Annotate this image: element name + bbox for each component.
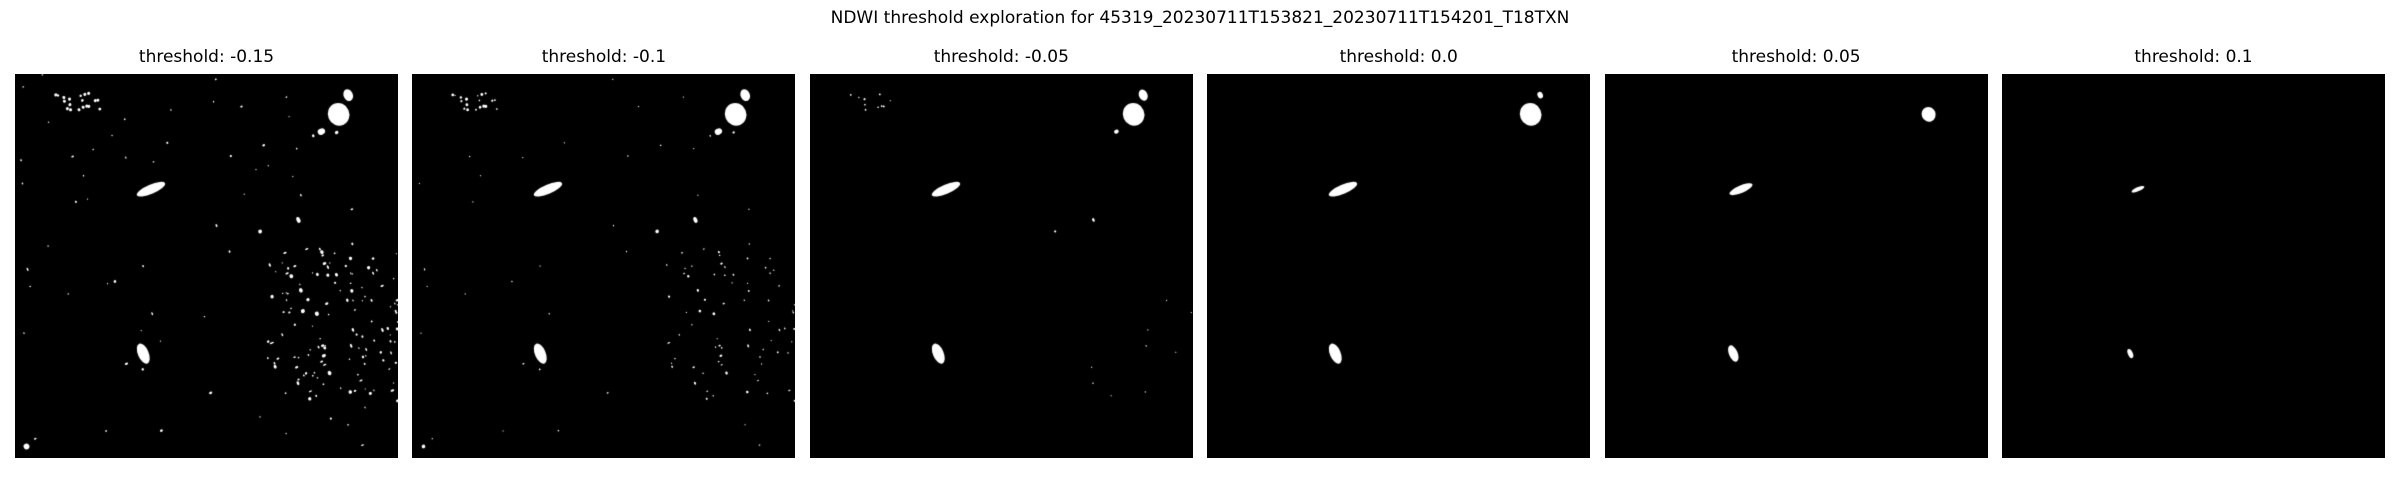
threshold-panel: threshold: -0.15 [15,47,398,458]
water-mask-image [1604,74,1988,458]
threshold-panel: threshold: -0.05 [809,47,1193,458]
water-mask-image [15,74,398,458]
water-mask-image [1207,74,1591,458]
threshold-panel: threshold: 0.05 [1604,47,1988,458]
threshold-panel: threshold: 0.0 [1207,47,1591,458]
panel-title: threshold: -0.15 [138,47,275,67]
water-mask-image [2002,74,2385,458]
panel-title: threshold: -0.1 [541,47,667,67]
water-mask-image [412,74,796,458]
water-mask-image [809,74,1193,458]
threshold-panel: threshold: -0.1 [412,47,796,458]
threshold-panel: threshold: 0.1 [2002,47,2385,458]
panel-title: threshold: 0.1 [2134,47,2253,67]
figure-title: NDWI threshold exploration for 45319_202… [830,8,1570,28]
panel-title: threshold: -0.05 [933,47,1069,67]
panel-title: threshold: 0.0 [1339,47,1458,67]
panel-title: threshold: 0.05 [1731,47,1861,67]
